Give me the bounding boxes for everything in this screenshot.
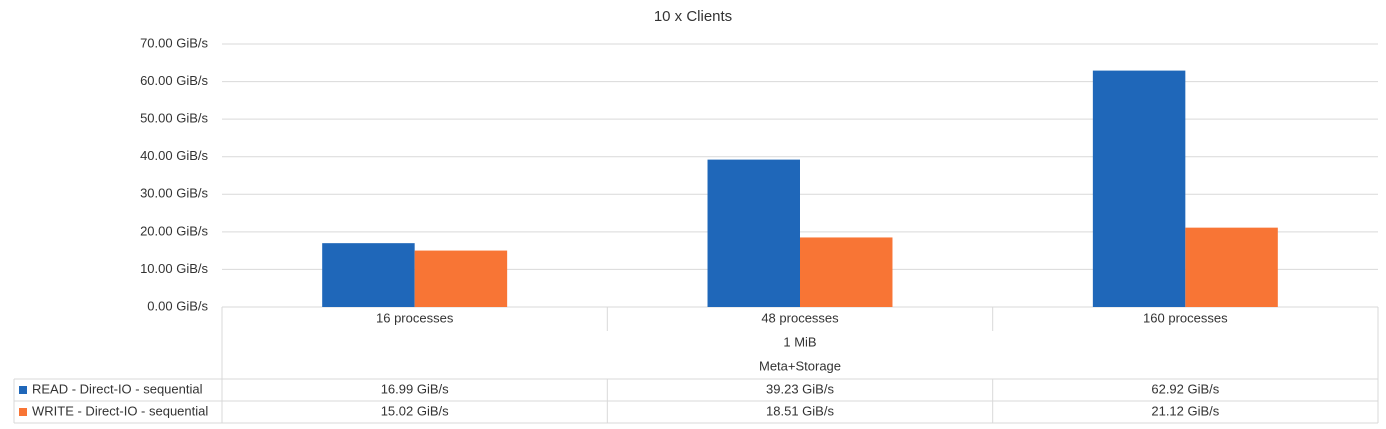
y-tick-label: 10.00 GiB/s (140, 261, 208, 276)
legend-swatch (19, 408, 27, 416)
bar (1092, 70, 1186, 307)
x-tick-label: 160 processes (1143, 310, 1228, 325)
table-value: 21.12 GiB/s (1151, 403, 1219, 418)
x-tick-label: 48 processes (761, 310, 839, 325)
x-group-label: Meta+Storage (759, 358, 841, 373)
legend-label: READ - Direct-IO - sequential (32, 381, 203, 396)
y-tick-label: 60.00 GiB/s (140, 73, 208, 88)
table-value: 15.02 GiB/s (381, 403, 449, 418)
bar (800, 237, 893, 307)
bar (707, 159, 800, 307)
bar (1185, 227, 1278, 307)
table-value: 39.23 GiB/s (766, 381, 834, 396)
chart-title: 10 x Clients (654, 8, 732, 25)
x-tick-label: 16 processes (376, 310, 454, 325)
table-value: 16.99 GiB/s (381, 381, 449, 396)
table-value: 62.92 GiB/s (1151, 381, 1219, 396)
y-tick-label: 0.00 GiB/s (147, 298, 208, 313)
y-tick-label: 40.00 GiB/s (140, 148, 208, 163)
bar (322, 243, 415, 307)
bar (414, 250, 508, 307)
legend-label: WRITE - Direct-IO - sequential (32, 403, 208, 418)
y-tick-label: 70.00 GiB/s (140, 35, 208, 50)
y-tick-label: 20.00 GiB/s (140, 223, 208, 238)
y-tick-label: 30.00 GiB/s (140, 186, 208, 201)
y-tick-label: 50.00 GiB/s (140, 111, 208, 126)
legend-swatch (19, 386, 27, 394)
table-value: 18.51 GiB/s (766, 403, 834, 418)
x-group-label: 1 MiB (783, 334, 816, 349)
